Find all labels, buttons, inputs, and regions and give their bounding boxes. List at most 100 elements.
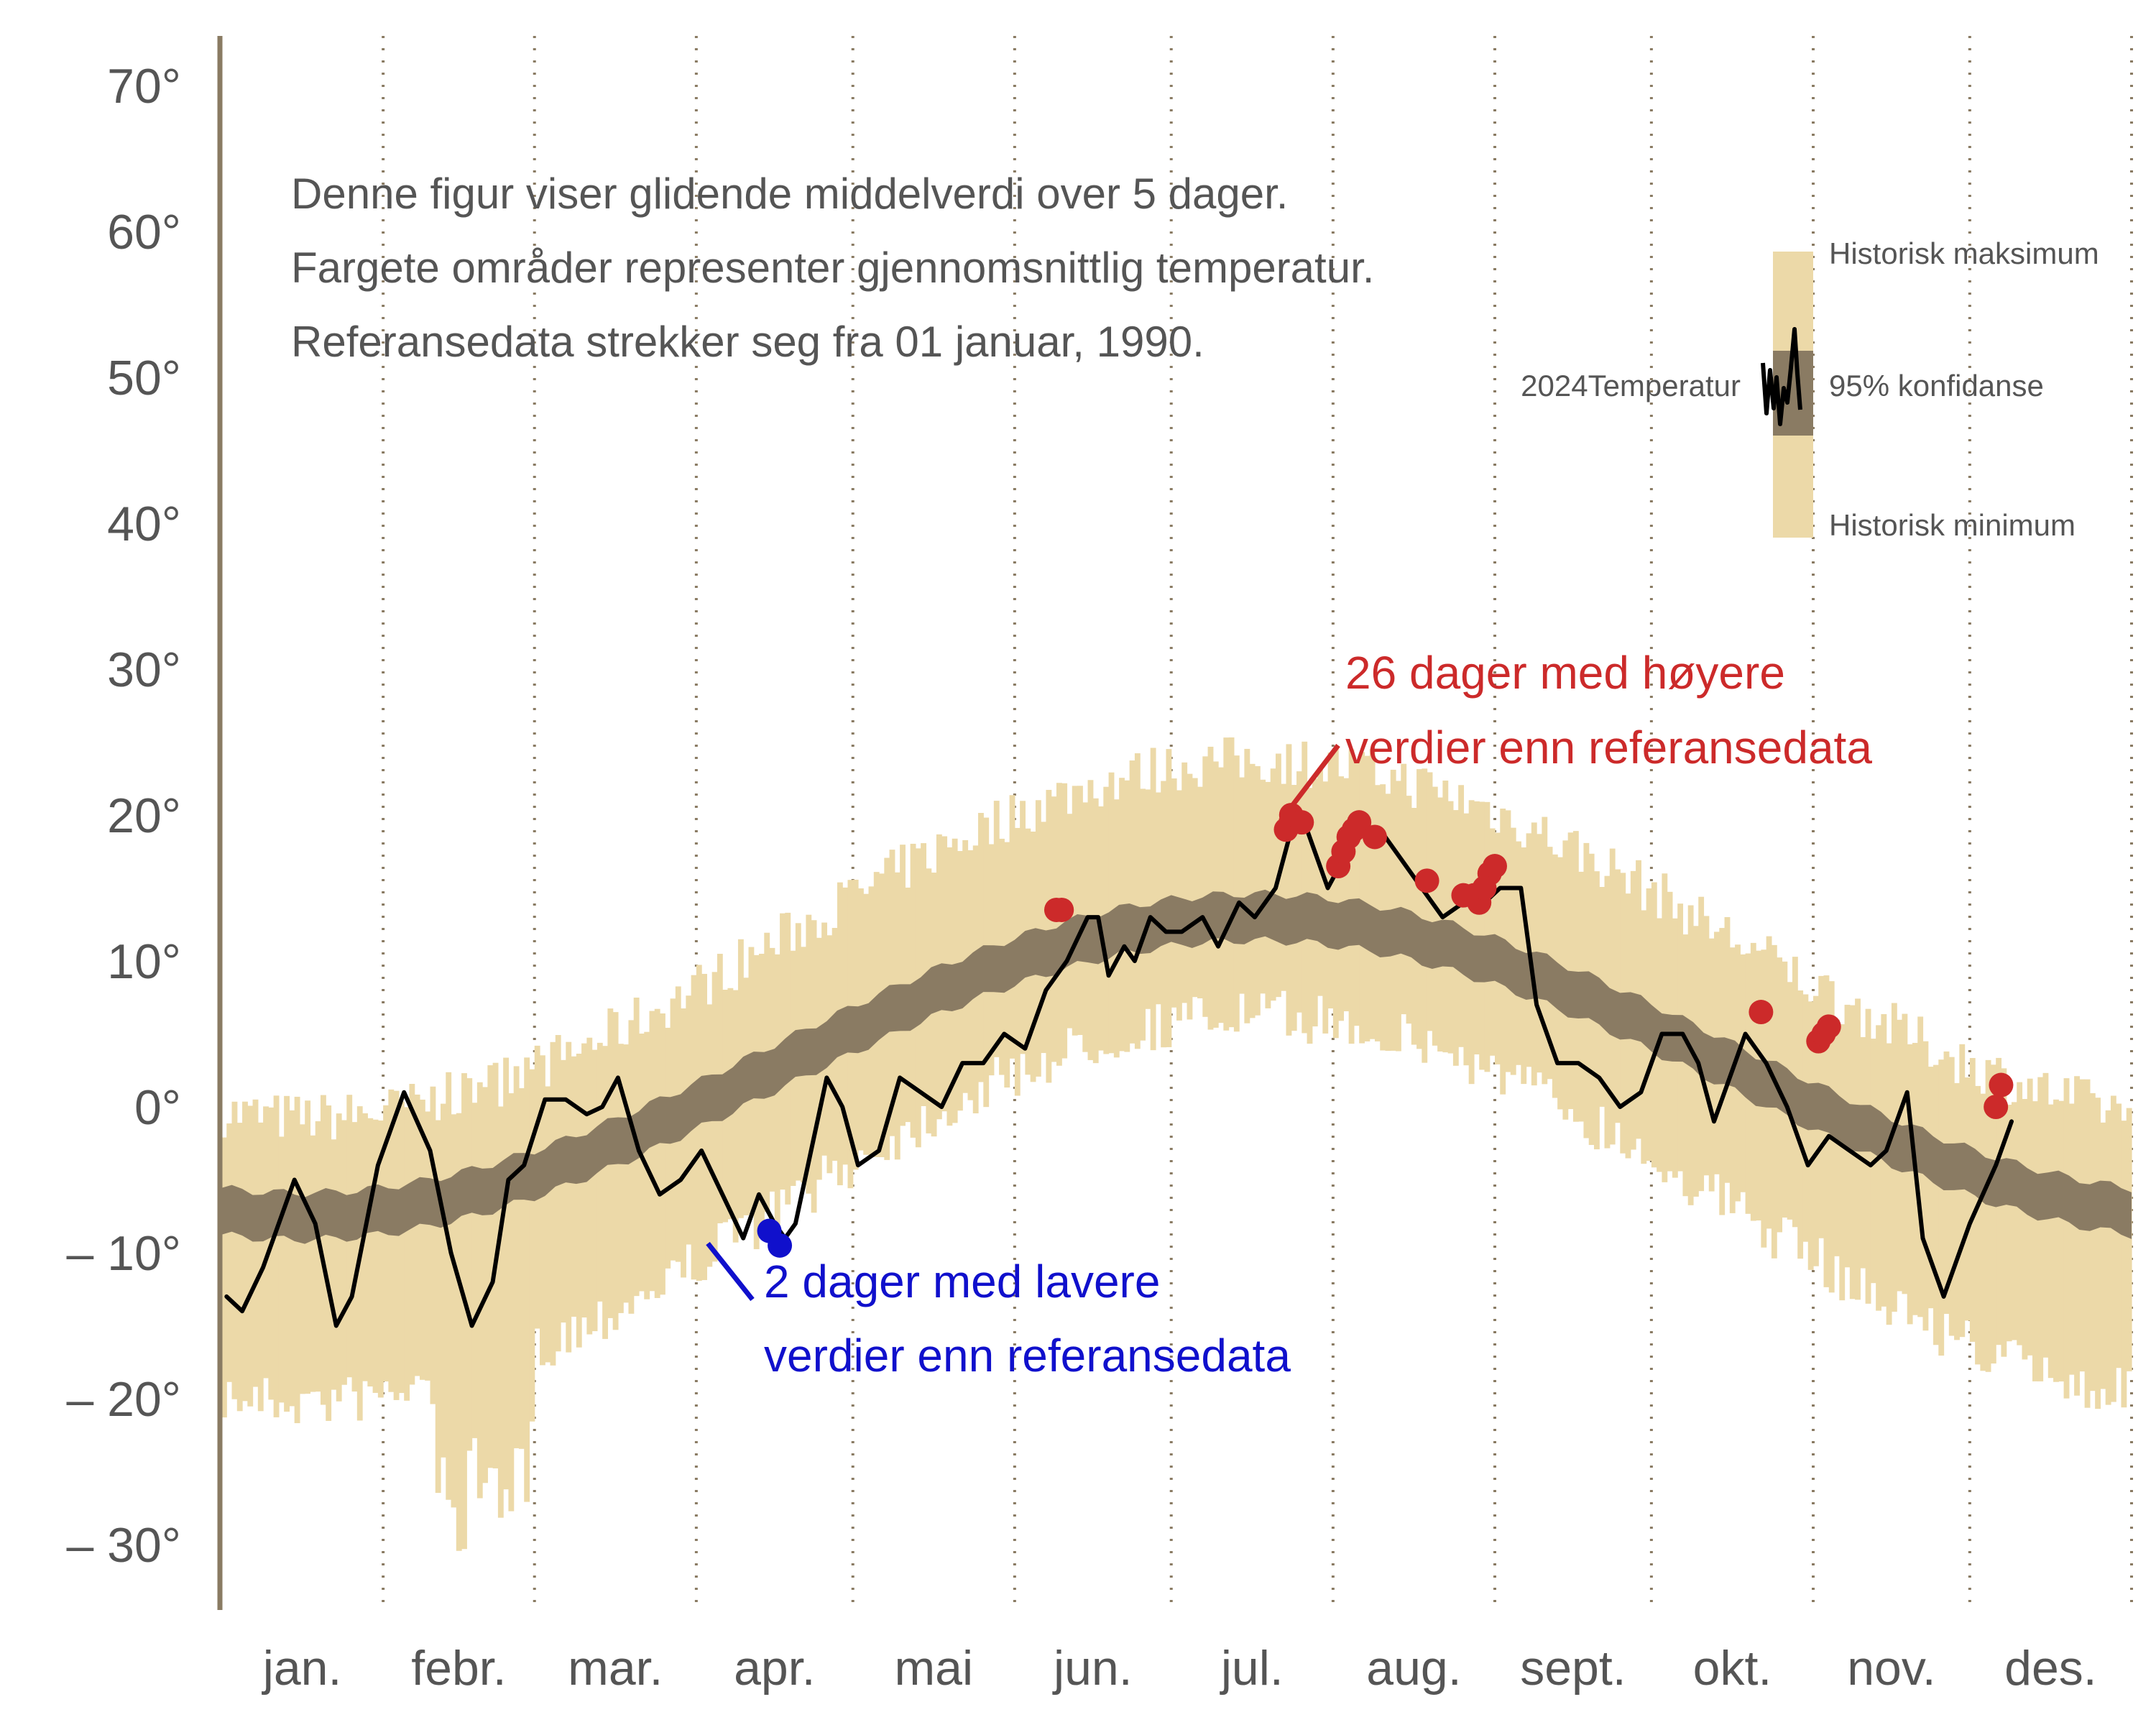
high-marker	[1347, 810, 1372, 835]
annotation-low-line-1: 2 dager med lavere	[764, 1256, 1160, 1307]
range-bar	[398, 1101, 405, 1394]
range-bar	[2047, 1104, 2054, 1379]
range-bar	[681, 1008, 686, 1278]
range-bar	[654, 1008, 660, 1298]
note-line-1: Denne figur viser glidende middelverdi o…	[291, 170, 1288, 218]
range-bar	[367, 1118, 374, 1387]
annotation-low-line-2: verdier enn referansedata	[764, 1330, 1291, 1381]
temperature-line	[224, 827, 2014, 1328]
range-bar	[1542, 816, 1548, 1085]
range-bar	[596, 1042, 603, 1302]
range-bar	[1886, 1043, 1892, 1325]
range-bar	[1964, 1077, 1971, 1321]
range-bar	[2022, 1099, 2028, 1360]
range-bar	[2027, 1078, 2033, 1356]
range-bar	[1406, 796, 1412, 1024]
range-bar	[1197, 786, 1203, 999]
range-bar	[1422, 768, 1428, 1063]
note-line-2: Fargete områder representer gjennomsnitt…	[291, 244, 1374, 292]
range-bar	[1009, 795, 1015, 1059]
high-marker	[1414, 868, 1439, 893]
range-bar	[753, 954, 760, 1249]
range-bar	[638, 1034, 645, 1292]
range-bar	[247, 1105, 254, 1407]
month-label: febr.	[411, 1641, 506, 1696]
range-bar	[513, 1066, 520, 1448]
legend: Historisk maksimum 95% konfidanse Histor…	[1521, 236, 2099, 542]
range-bar	[1281, 783, 1287, 991]
range-bar	[1954, 1082, 1960, 1340]
range-bar	[1416, 769, 1422, 1049]
y-tick-label: 30°	[107, 643, 181, 697]
range-bar	[2011, 1102, 2017, 1340]
range-bar	[591, 1049, 598, 1332]
range-bar	[425, 1111, 431, 1381]
range-bar	[383, 1105, 389, 1382]
range-bar	[476, 1082, 483, 1499]
high-marker	[1984, 1095, 2009, 1119]
range-bar	[2110, 1095, 2116, 1402]
range-bar	[665, 1027, 671, 1269]
range-bar	[571, 1056, 577, 1317]
range-bar	[1865, 1008, 1871, 1304]
temperature-series	[224, 827, 2014, 1328]
range-bar	[388, 1089, 395, 1392]
range-bar	[1860, 1036, 1866, 1269]
range-bar	[404, 1107, 410, 1401]
low-marker	[768, 1233, 793, 1258]
range-bar	[586, 1037, 593, 1335]
range-bar	[576, 1053, 582, 1348]
range-bar	[1317, 768, 1323, 996]
month-label: mai	[895, 1641, 974, 1696]
annotation-high-leader	[1279, 743, 1340, 823]
range-bar	[2068, 1103, 2075, 1375]
range-bar	[1228, 737, 1235, 1028]
month-label: apr.	[734, 1641, 815, 1696]
range-bar	[1401, 763, 1407, 1015]
high-marker	[1049, 897, 1074, 922]
note-block: Denne figur viser glidende middelverdi o…	[291, 170, 1374, 366]
annotation-high-line-1: 26 dager med høyere	[1345, 647, 1785, 699]
range-bar	[1567, 832, 1574, 1110]
y-tick-label: 10°	[107, 934, 181, 989]
range-bar	[487, 1065, 494, 1468]
range-bar	[278, 1136, 285, 1403]
month-label: jan.	[262, 1641, 342, 1696]
note-line-3: Referansedata strekker seg fra 01 januar…	[291, 318, 1204, 366]
range-bar	[315, 1121, 321, 1392]
range-bar	[1907, 1044, 1913, 1325]
y-tick-label: – 10°	[66, 1226, 181, 1281]
range-bar	[221, 1137, 227, 1418]
range-bar	[461, 1073, 467, 1550]
month-label: mar.	[568, 1641, 663, 1696]
month-label: sept.	[1520, 1641, 1626, 1696]
range-bar	[2074, 1076, 2080, 1396]
range-bar	[2032, 1101, 2038, 1381]
range-bar	[435, 1120, 441, 1494]
range-bar	[602, 1046, 609, 1339]
range-bar	[1338, 776, 1344, 1021]
range-bar	[2095, 1098, 2101, 1409]
range-bar	[2063, 1078, 2070, 1399]
range-bar	[1807, 1001, 1814, 1270]
range-bar	[561, 1059, 566, 1323]
annotation-low-leader	[706, 1241, 755, 1302]
legend-max-label: Historisk maksimum	[1829, 236, 2099, 270]
range-bar	[1296, 771, 1302, 1013]
range-bar	[1473, 801, 1480, 1055]
range-bar	[310, 1135, 316, 1392]
range-bar	[263, 1106, 269, 1379]
range-bar	[294, 1096, 300, 1424]
range-bar	[372, 1119, 379, 1393]
range-bar	[524, 1057, 530, 1502]
range-bar	[732, 990, 739, 1243]
month-label: aug.	[1366, 1641, 1461, 1696]
range-bar	[351, 1122, 358, 1392]
range-bar	[2100, 1122, 2106, 1389]
range-bar	[1239, 777, 1245, 994]
high-marker	[1483, 854, 1507, 879]
range-bar	[1839, 1024, 1846, 1301]
range-bar	[1938, 1059, 1945, 1356]
range-bar	[1876, 1025, 1882, 1311]
high-marker	[1989, 1072, 2014, 1098]
